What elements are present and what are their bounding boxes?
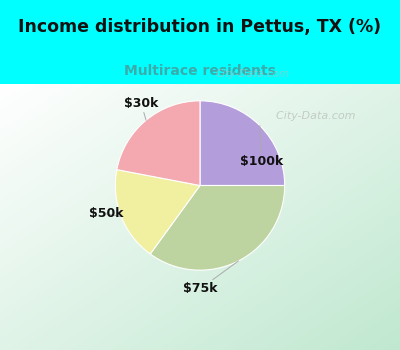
Wedge shape (150, 186, 285, 270)
Text: $30k: $30k (124, 97, 158, 120)
Text: $100k: $100k (240, 126, 283, 168)
Wedge shape (117, 101, 200, 186)
Wedge shape (200, 101, 285, 186)
Text: City-Data.com: City-Data.com (216, 69, 290, 79)
Wedge shape (115, 170, 200, 254)
Text: $75k: $75k (183, 261, 238, 295)
Text: Income distribution in Pettus, TX (%): Income distribution in Pettus, TX (%) (18, 18, 382, 36)
Text: $50k: $50k (89, 207, 123, 220)
Text: City-Data.com: City-Data.com (269, 111, 355, 121)
Text: Multirace residents: Multirace residents (124, 64, 276, 78)
